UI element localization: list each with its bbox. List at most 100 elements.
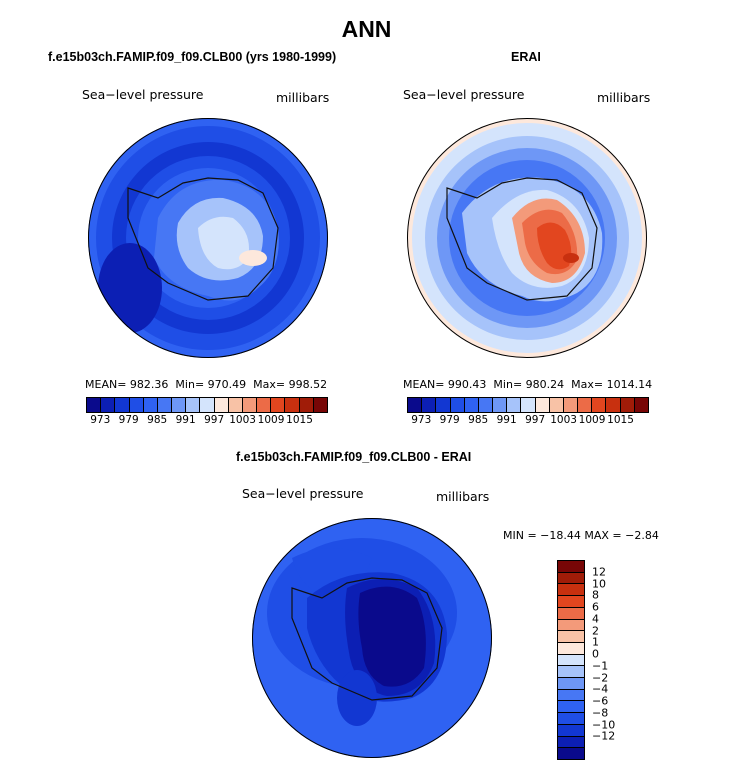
obs-colorbar-box	[592, 398, 607, 412]
obs-variable-label: Sea−level pressure	[403, 87, 525, 102]
obs-min-value: 980.24	[525, 378, 565, 391]
model-colorbar-tick: 997	[204, 414, 225, 426]
diff-colorbar-tick: 6	[592, 600, 599, 614]
obs-colorbar-tick: 991	[496, 414, 517, 426]
model-colorbar-box	[101, 398, 116, 412]
obs-colorbar-box	[634, 398, 648, 412]
diff-colorbar-tick: −4	[592, 682, 609, 696]
main-title: ANN	[341, 16, 392, 42]
obs-stats: MEAN= 990.43 Min= 980.24 Max= 1014.14	[403, 378, 652, 391]
model-colorbar-box	[228, 398, 243, 412]
obs-colorbar-tick: 1009	[578, 414, 606, 426]
obs-units-label: millibars	[597, 90, 651, 105]
model-colorbar-box	[186, 398, 201, 412]
model-mean-value: 982.36	[129, 378, 169, 391]
diff-colorbar-box	[558, 561, 584, 573]
diff-colorbar-tick: −12	[592, 729, 616, 743]
model-colorbar-tick: 973	[90, 414, 111, 426]
diff-colorbar-box	[558, 596, 584, 608]
diff-colorbar-box	[558, 736, 584, 749]
obs-panel-title: ERAI	[511, 50, 541, 64]
obs-colorbar-tick: 985	[468, 414, 489, 426]
diff-colorbar-tick: −8	[592, 706, 609, 720]
model-colorbar-box	[285, 398, 300, 412]
diff-units-label: millibars	[436, 489, 490, 504]
obs-colorbar-labels: 973 979 985 991 997 1003 1009 1015	[407, 414, 647, 428]
model-colorbar-box	[257, 398, 272, 412]
model-colorbar-box	[313, 398, 327, 412]
model-min-value: 970.49	[207, 378, 247, 391]
diff-colorbar-box	[558, 572, 584, 585]
obs-colorbar-box	[436, 398, 451, 412]
diff-colorbar-box	[558, 748, 584, 759]
obs-mean-value: 990.43	[447, 378, 487, 391]
diff-map	[252, 518, 492, 758]
obs-colorbar-tick: 979	[439, 414, 460, 426]
model-colorbar-box	[157, 398, 173, 412]
model-colorbar-box	[172, 398, 187, 412]
model-colorbar-box	[115, 398, 130, 412]
diff-colorbar-tick: 12	[592, 565, 606, 579]
diff-colorbar-tick: −10	[592, 718, 616, 732]
diff-colorbar-tick: 4	[592, 612, 599, 626]
model-colorbar-box	[129, 398, 144, 412]
model-map	[88, 118, 328, 358]
obs-colorbar-box	[478, 398, 494, 412]
diff-colorbar-tick: 1	[592, 635, 599, 649]
obs-colorbar-box	[521, 398, 536, 412]
model-colorbar-tick: 1009	[257, 414, 285, 426]
diff-colorbar-tick: −2	[592, 671, 609, 685]
model-colorbar-box	[242, 398, 258, 412]
diff-colorbar-box	[558, 724, 584, 737]
model-colorbar-tick: 979	[118, 414, 139, 426]
obs-colorbar-box	[563, 398, 579, 412]
model-colorbar-box	[200, 398, 215, 412]
obs-max-label: Max=	[571, 378, 604, 391]
obs-colorbar-box	[578, 398, 593, 412]
model-variable-label: Sea−level pressure	[82, 87, 204, 102]
diff-colorbar-tick: 0	[592, 647, 599, 661]
diff-colorbar-tick: −1	[592, 659, 609, 673]
model-panel-title: f.e15b03ch.FAMIP.f09_f09.CLB00 (yrs 1980…	[48, 50, 337, 64]
model-units-label: millibars	[276, 90, 330, 105]
diff-colorbar-box	[558, 642, 584, 655]
obs-map	[407, 118, 647, 358]
diff-colorbar-tick: −6	[592, 694, 609, 708]
obs-colorbar-box	[606, 398, 621, 412]
model-mean-label: MEAN=	[85, 378, 127, 391]
model-colorbar-tick: 1015	[286, 414, 313, 426]
obs-colorbar-tick: 973	[411, 414, 432, 426]
model-stats: MEAN= 982.36 Min= 970.49 Max= 998.52	[85, 378, 327, 391]
obs-colorbar-box	[620, 398, 635, 412]
obs-colorbar-box	[535, 398, 550, 412]
obs-min-label: Min=	[493, 378, 523, 391]
diff-panel-title: f.e15b03ch.FAMIP.f09_f09.CLB00 - ERAI	[236, 450, 472, 464]
obs-colorbar-box	[422, 398, 437, 412]
obs-colorbar-box	[408, 398, 423, 412]
diff-colorbar-box	[558, 654, 584, 667]
model-colorbar-box	[214, 398, 229, 412]
obs-mean-label: MEAN=	[403, 378, 445, 391]
diff-colorbar	[557, 560, 585, 760]
obs-colorbar-box	[507, 398, 522, 412]
diff-colorbar-box	[558, 666, 584, 679]
diff-colorbar-box	[558, 701, 584, 714]
obs-colorbar-tick: 1015	[607, 414, 634, 426]
obs-colorbar-box	[493, 398, 508, 412]
diff-colorbar-labels: 12 10 8 6 4 2 1 0 −1 −2 −4 −6 −8 −10 −12	[592, 560, 632, 758]
obs-colorbar-tick: 1003	[550, 414, 577, 426]
diff-variable-label: Sea−level pressure	[242, 486, 364, 501]
model-colorbar	[86, 397, 328, 413]
model-colorbar-box	[87, 398, 102, 412]
obs-colorbar	[407, 397, 649, 413]
diff-colorbar-tick: 10	[592, 577, 606, 591]
model-colorbar-tick: 1003	[229, 414, 256, 426]
model-max-label: Max=	[253, 378, 286, 391]
obs-max-value: 1014.14	[606, 378, 653, 391]
diff-colorbar-box	[558, 631, 584, 643]
model-colorbar-tick: 985	[147, 414, 168, 426]
diff-minmax: MIN = −18.44 MAX = −2.84	[503, 529, 659, 542]
model-colorbar-tick: 991	[175, 414, 196, 426]
diff-colorbar-box	[558, 678, 584, 690]
obs-colorbar-box	[549, 398, 564, 412]
